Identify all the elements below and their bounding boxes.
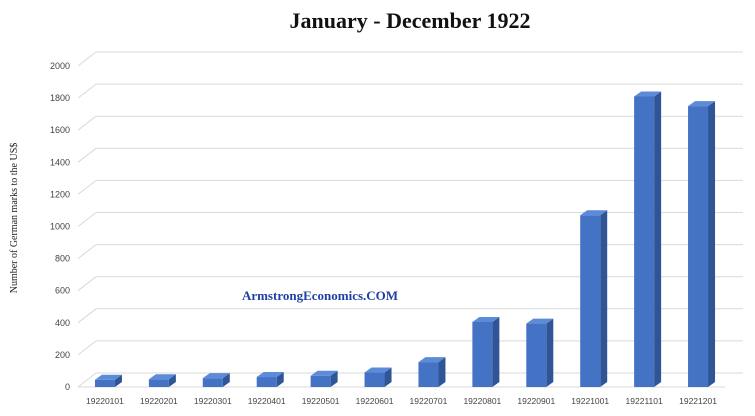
bar [94, 374, 122, 387]
gridline-slant [77, 244, 97, 259]
bar-top-face [472, 316, 500, 322]
bars [94, 91, 716, 388]
x-tick-label: 19221001 [571, 396, 609, 406]
bar [580, 210, 608, 387]
bar-front-face [202, 378, 223, 387]
bar-side-face [330, 370, 338, 387]
bar-front-face [256, 377, 277, 387]
bar-front-face [310, 375, 331, 387]
bar-side-face [654, 91, 662, 388]
bar-side-face [168, 374, 176, 387]
bar-top-face [202, 373, 230, 379]
bar [688, 101, 716, 387]
gridline-slant [77, 308, 97, 324]
bar-top-face [310, 370, 338, 376]
gridline-slant [77, 212, 97, 227]
bar-front-face [148, 379, 169, 387]
bar-side-face [492, 316, 500, 387]
gridline-slant [77, 83, 97, 99]
x-tick-label: 19221101 [626, 396, 663, 406]
bar-top-face [256, 372, 284, 378]
bar-side-face [546, 318, 554, 387]
bar-front-face [526, 323, 547, 387]
bar-front-face [472, 321, 493, 387]
bar-top-face [688, 101, 716, 107]
bar-top-face [418, 357, 446, 363]
bar [310, 370, 338, 387]
bar-front-face [580, 215, 601, 387]
y-tick-label: 1200 [50, 189, 70, 199]
bar [526, 318, 554, 387]
bar-front-face [364, 372, 385, 387]
watermark-annotation: ArmstrongEconomics.COM [242, 288, 398, 303]
x-tick-label: 19220801 [463, 396, 501, 406]
gridline-slant [77, 147, 97, 163]
gridline-slant [77, 276, 97, 292]
bar-side-face [708, 101, 716, 387]
chart-title: January - December 1922 [290, 8, 531, 33]
y-axis-ticks: 0 200 400 600 800 1000 1200 1400 1600 1800 2000 [50, 61, 70, 392]
bar-top-face [580, 210, 608, 216]
x-tick-label: 19220101 [86, 396, 124, 406]
gridline-slant [77, 115, 97, 131]
x-tick-label: 19221201 [679, 396, 717, 406]
x-tick-label: 19220401 [248, 396, 286, 406]
bar-side-face [114, 374, 122, 387]
bar-top-face [364, 367, 392, 373]
y-tick-label: 2000 [50, 61, 70, 71]
bar [364, 367, 392, 387]
bar [472, 316, 500, 387]
y-tick-label: 800 [55, 254, 70, 264]
y-tick-label: 0 [65, 382, 70, 392]
bar-side-face [276, 372, 284, 387]
y-tick-label: 1600 [50, 125, 70, 135]
gridline-slant [77, 180, 97, 195]
bar [202, 373, 230, 387]
bar-side-face [222, 373, 230, 387]
bar-front-face [688, 106, 709, 387]
bar-top-face [634, 91, 662, 97]
x-tick-label: 19220901 [517, 396, 555, 406]
y-tick-label: 200 [55, 350, 70, 360]
x-tick-label: 19220701 [410, 396, 448, 406]
x-axis-ticks: 19220101 19220201 19220301 19220401 19220501… [86, 396, 717, 406]
bar-top-face [94, 374, 122, 380]
y-tick-label: 400 [55, 318, 70, 328]
y-tick-label: 1800 [50, 93, 70, 103]
bar-front-face [634, 96, 655, 388]
bar [148, 374, 176, 387]
bar-side-face [438, 357, 446, 387]
y-tick-label: 1400 [50, 157, 70, 167]
bar-front-face [418, 362, 439, 387]
bar-top-face [148, 374, 176, 380]
gridline-slant [77, 340, 97, 356]
bar-front-face [94, 379, 115, 387]
gridline-slant [77, 372, 97, 388]
bar-top-face [526, 318, 554, 324]
bar [256, 372, 284, 387]
x-tick-label: 19220601 [356, 396, 394, 406]
y-tick-label: 1000 [50, 222, 70, 232]
x-tick-label: 19220301 [194, 396, 232, 406]
bar [634, 91, 662, 388]
x-tick-label: 19220501 [302, 396, 340, 406]
bar-side-face [600, 210, 608, 387]
gridline-slant [77, 51, 97, 67]
y-axis-label: Number of German marks to the US$ [9, 143, 20, 294]
bar [418, 357, 446, 387]
bar-side-face [384, 367, 392, 387]
x-tick-label: 19220201 [140, 396, 178, 406]
y-tick-label: 600 [55, 286, 70, 296]
